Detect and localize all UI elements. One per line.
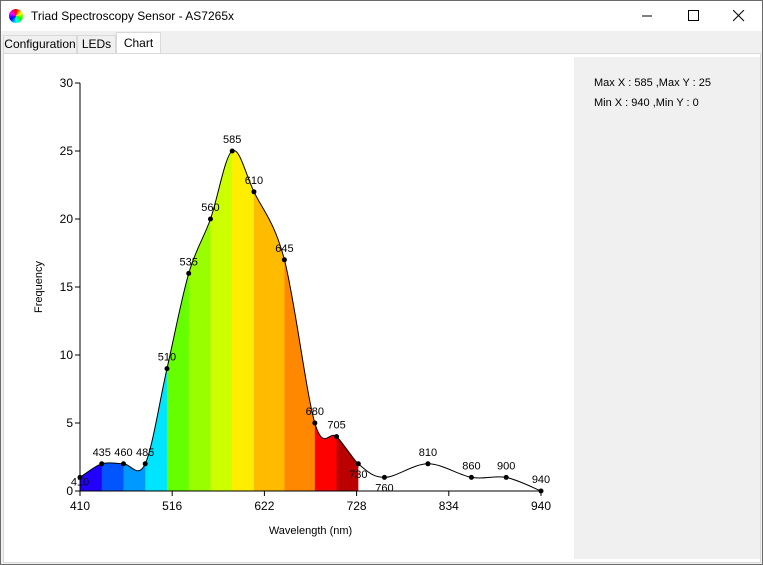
color-wheel-icon [9, 9, 23, 23]
data-label: 760 [375, 482, 393, 494]
data-label: 705 [327, 420, 345, 432]
x-tick-label: 622 [254, 499, 274, 513]
data-label: 460 [114, 447, 132, 459]
data-label: 900 [497, 460, 515, 472]
tab-strip: Configuration LEDs Chart [1, 32, 762, 54]
min-stats-text: Min X : 940 ,Min Y : 0 [594, 97, 699, 109]
tab-leds[interactable]: LEDs [77, 35, 116, 54]
x-tick-label: 728 [347, 499, 367, 513]
y-tick-label: 25 [60, 144, 74, 158]
data-point [312, 420, 318, 426]
data-label: 485 [136, 447, 154, 459]
data-point [503, 474, 509, 480]
spectrum-band [232, 150, 255, 491]
data-point [334, 434, 340, 440]
data-label: 510 [158, 352, 176, 364]
data-point [381, 474, 387, 480]
maximize-icon [688, 10, 699, 21]
chart-tab-panel: 0 5 10 15 20 25 30 410 516 622 728 834 940 410 435 460… [3, 53, 761, 563]
data-label: 940 [532, 474, 550, 486]
y-tick-label: 30 [60, 76, 74, 90]
data-point [120, 461, 126, 467]
stats-panel: Max X : 585 ,Max Y : 25 Min X : 940 ,Min… [574, 57, 760, 559]
maximize-button[interactable] [671, 1, 717, 31]
window-title: Triad Spectroscopy Sensor - AS7265x [31, 9, 234, 23]
data-point [468, 474, 474, 480]
minimize-icon [642, 15, 652, 17]
data-point [251, 189, 257, 195]
x-tick-label: 940 [531, 499, 551, 513]
y-axis-label: Frequency [33, 261, 45, 313]
data-label: 585 [223, 134, 241, 146]
spectrum-band [80, 150, 103, 491]
data-point [538, 488, 544, 494]
data-point [229, 148, 235, 154]
data-label: 435 [93, 447, 111, 459]
spectrum-band [210, 150, 233, 491]
spectrum-band [253, 150, 285, 491]
max-stats-text: Max X : 585 ,Max Y : 25 [594, 77, 711, 89]
data-point [281, 257, 287, 263]
data-label: 645 [275, 243, 293, 255]
spectrum-band [166, 150, 190, 491]
spectrum-band [145, 150, 168, 491]
data-point [186, 270, 192, 276]
data-point [355, 461, 361, 467]
data-label: 610 [245, 175, 263, 187]
title-bar: Triad Spectroscopy Sensor - AS7265x [1, 1, 762, 31]
spectrum-band [101, 150, 124, 491]
y-tick-label: 10 [60, 348, 74, 362]
spectrum-band [188, 150, 211, 491]
data-label: 810 [419, 447, 437, 459]
y-tick-label: 5 [66, 416, 73, 430]
y-tick-label: 20 [60, 212, 74, 226]
data-label: 410 [71, 476, 89, 488]
x-tick-label: 834 [439, 499, 459, 513]
minimize-button[interactable] [625, 1, 671, 31]
x-axis-label: Wavelength (nm) [269, 525, 352, 537]
data-label: 535 [180, 256, 198, 268]
chart-area: 0 5 10 15 20 25 30 410 516 622 728 834 940 410 435 460… [9, 57, 572, 559]
data-label: 560 [201, 202, 219, 214]
data-label: 860 [462, 460, 480, 472]
data-label: 730 [349, 469, 367, 481]
x-tick-label: 410 [70, 499, 90, 513]
y-tick-label: 15 [60, 280, 74, 294]
spectrum-band [284, 150, 316, 491]
close-icon [733, 10, 745, 22]
y-tick-label: 0 [66, 484, 73, 498]
x-tick-label: 516 [162, 499, 182, 513]
data-point [164, 366, 170, 372]
close-button[interactable] [716, 1, 762, 31]
data-label: 680 [306, 406, 324, 418]
data-point [425, 461, 431, 467]
data-point [207, 216, 213, 222]
data-point [142, 461, 148, 467]
tab-chart[interactable]: Chart [116, 32, 161, 54]
data-point [77, 474, 83, 480]
tab-configuration[interactable]: Configuration [3, 35, 77, 54]
data-point [99, 461, 105, 467]
spectrum-band [123, 150, 146, 491]
